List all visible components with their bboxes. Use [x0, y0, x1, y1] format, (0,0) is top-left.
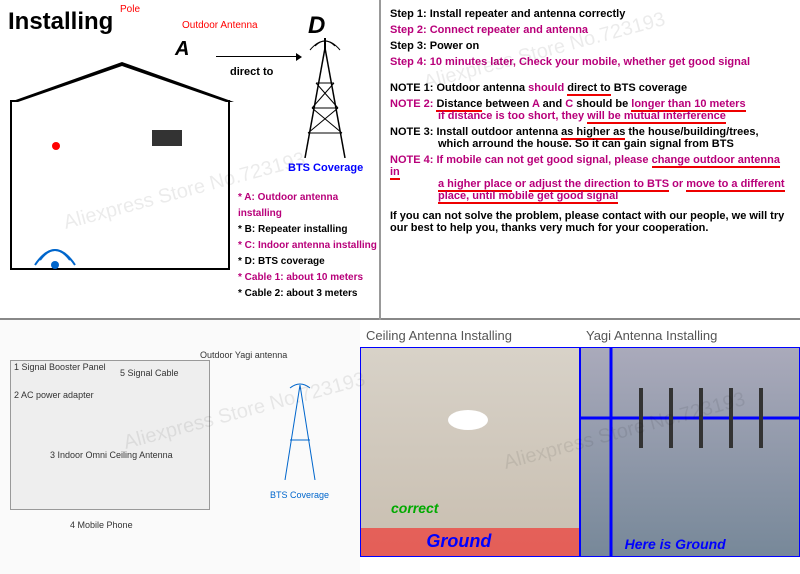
- ceiling-dot: [52, 142, 60, 150]
- signal-waves-icon: [30, 230, 80, 275]
- note-2: NOTE 2: Distance between A and C should …: [390, 98, 790, 122]
- step-3: Step 3: Power on: [390, 40, 790, 52]
- bts-coverage-label: BTS Coverage: [288, 162, 363, 174]
- vertical-divider: [379, 0, 381, 320]
- bl-tower-icon: [280, 380, 320, 485]
- bl-outdoor: Outdoor Yagi antenna: [200, 350, 287, 360]
- bl-ac: 2 AC power adapter: [14, 390, 94, 400]
- bl-mobile: 4 Mobile Phone: [70, 520, 133, 530]
- bl-indoor: 3 Indoor Omni Ceiling Antenna: [50, 450, 173, 460]
- bl-bts: BTS Coverage: [270, 490, 329, 500]
- label-d: D: [308, 12, 325, 40]
- ground-label: Ground: [426, 531, 491, 552]
- here-ground-label: Here is Ground: [625, 536, 726, 552]
- direct-to-label: direct to: [230, 66, 273, 78]
- bts-tower-icon: [300, 38, 350, 163]
- legend-d: * D: BTS coverage: [238, 254, 380, 270]
- step-1: Step 1: Install repeater and antenna cor…: [390, 8, 790, 20]
- bl-signal: 5 Signal Cable: [120, 368, 179, 378]
- ceiling-antenna-icon: [448, 410, 488, 430]
- bottom-left-diagram: 1 Signal Booster Panel 2 AC power adapte…: [0, 320, 360, 574]
- label-a: A: [175, 38, 189, 61]
- pole-label: Pole: [120, 4, 140, 15]
- yagi-lines-icon: [581, 348, 799, 556]
- legend-c: * C: Indoor antenna installing: [238, 238, 380, 254]
- footer-text: If you can not solve the problem, please…: [390, 210, 790, 234]
- yagi-photo: Here is Ground: [580, 347, 800, 557]
- correct-label: correct: [391, 500, 438, 516]
- outdoor-antenna-label: Outdoor Antenna: [182, 20, 258, 31]
- repeater-box: [152, 130, 182, 146]
- legend-b: * B: Repeater installing: [238, 222, 380, 238]
- legend-a: * A: Outdoor antenna installing: [238, 190, 380, 222]
- arrow-icon: [216, 56, 296, 57]
- step-2: Step 2: Connect repeater and antenna: [390, 24, 790, 36]
- ceiling-install-title: Ceiling Antenna Installing: [360, 320, 580, 347]
- legend-cable1: * Cable 1: about 10 meters: [238, 270, 380, 286]
- step-4: Step 4: 10 minutes later, Check your mob…: [390, 56, 790, 68]
- note-1: NOTE 1: Outdoor antenna should direct to…: [390, 82, 790, 94]
- bl-panel: 1 Signal Booster Panel: [14, 362, 106, 372]
- note-3: NOTE 3: Install outdoor antenna as highe…: [390, 126, 790, 150]
- note-4: NOTE 4: If mobile can not get good signa…: [390, 154, 790, 202]
- legend: * A: Outdoor antenna installing * B: Rep…: [238, 190, 380, 302]
- ceiling-photo: correct Ground: [360, 347, 580, 557]
- yagi-install-title: Yagi Antenna Installing: [580, 320, 800, 347]
- legend-cable2: * Cable 2: about 3 meters: [238, 286, 380, 302]
